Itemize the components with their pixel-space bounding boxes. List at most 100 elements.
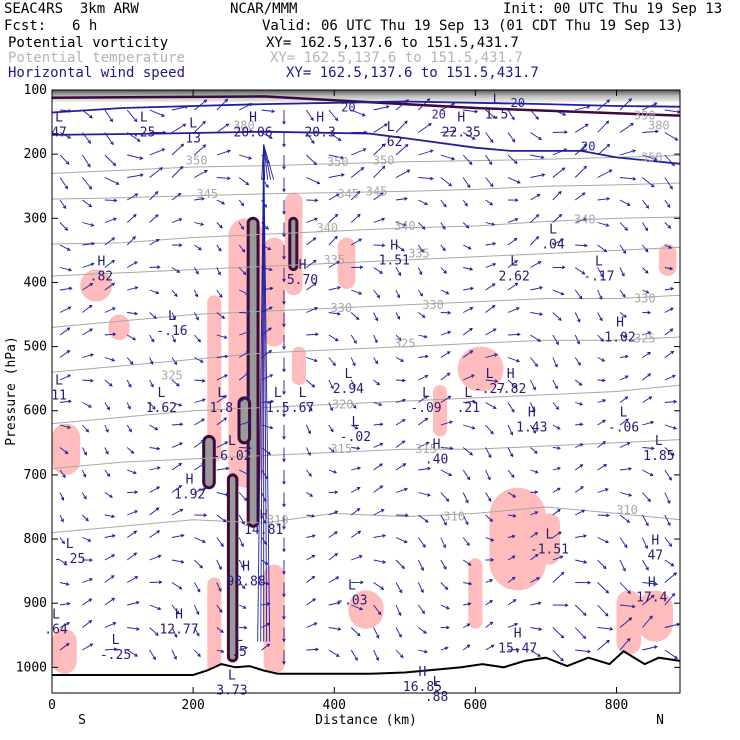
wind-vector — [194, 582, 201, 593]
wind-vector — [507, 492, 517, 498]
wind-vector — [104, 332, 117, 337]
wind-vector — [149, 239, 160, 246]
wind-vector — [552, 508, 561, 516]
wind-vector — [59, 306, 72, 313]
wind-vector — [552, 446, 561, 450]
wind-vector — [238, 350, 250, 358]
pv-extremum-value: .88 — [425, 690, 448, 705]
pv-positive-region — [337, 237, 356, 289]
wind-vector — [194, 439, 205, 448]
x-axis-label: Distance (km) — [315, 713, 417, 728]
wind-vector — [574, 486, 584, 493]
wind-vector — [194, 378, 206, 383]
wind-vector — [171, 312, 176, 320]
wind-vector — [149, 334, 155, 343]
wind-vector — [485, 222, 496, 226]
theta-label: 330 — [634, 291, 656, 305]
wind-vector — [530, 357, 539, 368]
wind-vector — [642, 582, 659, 586]
pv-extremum-value: 20.06 — [234, 125, 273, 140]
wind-vector — [507, 402, 515, 413]
wind-vector — [216, 604, 223, 613]
pv-extremum-marker: H — [616, 316, 624, 331]
wind-vector — [395, 267, 402, 277]
wind-vector — [59, 154, 70, 165]
pv-extremum-value: 12.77 — [159, 622, 198, 637]
theta-label: 380 — [233, 118, 255, 132]
wind-vector — [664, 177, 673, 190]
wind-vector — [238, 582, 246, 590]
wind-vector — [642, 469, 654, 477]
wind-vector — [597, 537, 610, 544]
isotach-label: 20 — [341, 100, 355, 114]
wind-vector — [530, 173, 546, 178]
wind-vector — [552, 109, 567, 116]
wind-vector — [552, 289, 565, 296]
wind-vector — [485, 537, 495, 542]
wind-vector — [440, 537, 446, 549]
wind-vector — [238, 559, 245, 569]
wind-vector — [485, 492, 492, 502]
wind-vector — [395, 222, 408, 227]
wind-vector — [575, 402, 584, 406]
wind-vector — [328, 576, 340, 583]
y-tick-label: 800 — [24, 532, 47, 547]
plot-frame — [51, 89, 681, 694]
pv-extremum-marker: L — [66, 537, 74, 552]
wind-vector — [216, 514, 227, 523]
wind-vector — [574, 312, 581, 323]
wind-vector — [282, 290, 286, 305]
wind-vector — [574, 143, 588, 156]
wind-vector — [395, 398, 407, 403]
wind-vector — [282, 380, 286, 395]
wind-vector — [126, 379, 132, 388]
wind-vector — [239, 604, 247, 609]
pv-extremum-value: 1.02 — [604, 331, 635, 346]
wind-vector — [529, 402, 536, 413]
pv-extremum-marker: L — [348, 579, 356, 594]
wind-vector — [418, 604, 425, 615]
wind-vector — [574, 192, 586, 201]
wind-vector — [664, 374, 676, 381]
pv-extremum-value: -.03 — [336, 594, 367, 609]
wind-vector — [529, 379, 536, 391]
wind-vector — [664, 328, 674, 336]
wind-vector — [530, 312, 544, 316]
wind-vector — [171, 217, 183, 223]
wind-vector — [462, 307, 474, 313]
wind-vector — [418, 312, 426, 318]
wind-vector — [373, 267, 384, 274]
wind-vector — [597, 488, 609, 493]
header-org: NCAR/MMM — [230, 1, 298, 17]
wind-vector — [305, 447, 311, 457]
wind-vector — [642, 199, 650, 209]
wind-vector — [574, 357, 581, 366]
wind-vector — [82, 222, 95, 227]
wind-vector — [574, 604, 587, 617]
wind-vector — [597, 441, 607, 448]
wind-vector — [530, 424, 537, 434]
pv-extremum-value: 11 — [51, 388, 67, 403]
wind-vector — [104, 554, 116, 561]
wind-vector — [642, 331, 652, 336]
theta-label: 390 — [634, 109, 656, 123]
wind-vector — [597, 399, 607, 403]
wind-vector — [552, 334, 559, 346]
wind-vector — [530, 627, 543, 631]
wind-vector — [306, 534, 316, 538]
pv-extremum-marker: L — [55, 110, 63, 125]
wind-vector — [530, 334, 542, 342]
pv-extremum-marker: L — [352, 415, 360, 430]
wind-vector — [619, 375, 629, 381]
wind-vector — [485, 241, 497, 246]
pv-extremum-value: 98.88 — [226, 574, 265, 589]
wind-vector — [194, 462, 206, 471]
pv-extremum-value: 16.85 — [403, 680, 442, 695]
wind-vector — [552, 649, 564, 662]
wind-vector — [575, 422, 584, 427]
wind-vector — [507, 357, 521, 363]
wind-vector — [104, 447, 109, 455]
wind-vector — [373, 442, 384, 448]
theta-label: 330 — [422, 298, 444, 312]
wind-vector — [350, 424, 359, 430]
